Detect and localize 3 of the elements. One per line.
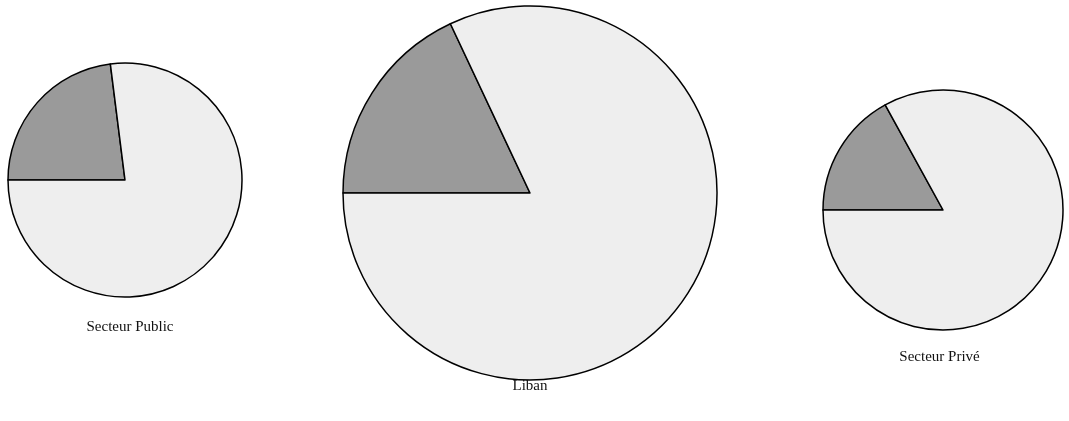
text: Secteur Privé	[899, 347, 981, 364]
text: Liban	[512, 376, 548, 393]
text: Secteur Public	[86, 317, 174, 334]
